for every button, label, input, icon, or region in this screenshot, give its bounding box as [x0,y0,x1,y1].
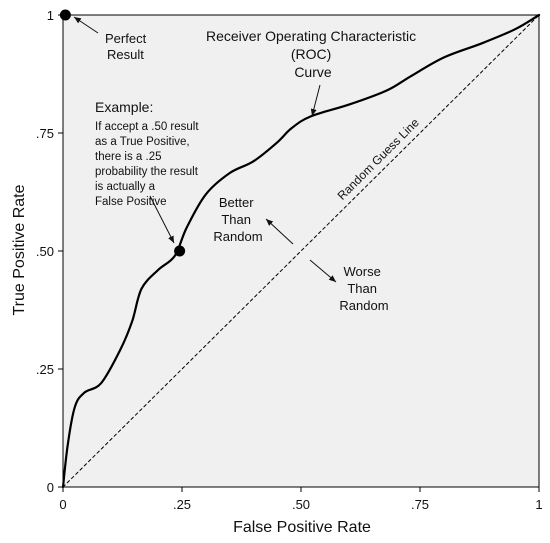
y-tick-label: .25 [36,362,54,377]
roc-line-3: Curve [294,64,332,80]
example-heading: Example: [95,99,153,115]
y-axis-ticks: 0 .25 .50 .75 1 [36,8,63,495]
better-than-random-label: Better Than Random [213,195,262,244]
example-line-1: If accept a .50 result [95,121,199,133]
y-tick-label: 1 [47,8,54,23]
roc-curve-label: Receiver Operating Characteristic (ROC) … [206,28,420,80]
x-tick-label: 0 [59,497,66,512]
perfect-result-label: Perfect Result [105,31,150,62]
x-tick-label: 1 [535,497,542,512]
perfect-arrow [73,16,99,34]
better-line-3: Random [213,229,262,244]
series-layer [61,13,541,489]
x-axis-label: False Positive Rate [233,519,371,536]
example-arrow [149,195,175,244]
y-axis-label: True Positive Rate [11,184,28,315]
x-tick-label: .50 [292,497,310,512]
x-axis-ticks: 0 .25 .50 .75 1 [59,487,543,512]
roc-line-2: (ROC) [291,46,331,62]
x-tick-label: .75 [411,497,429,512]
example-body: If accept a .50 result as a True Positiv… [95,121,202,208]
example-line-3: there is a .25 [95,151,161,163]
points-layer [59,9,186,257]
example-point [174,245,186,257]
worse-line-1: Worse [344,264,381,279]
perfect-result-point [59,9,71,21]
perfect-line-1: Perfect [105,31,147,46]
y-tick-label: .75 [36,126,54,141]
example-line-6: False Positive [95,196,167,208]
roc-arrow [310,84,321,117]
annotation-arrows [73,16,337,283]
roc-curve-line [61,13,541,489]
worse-arrow [309,259,337,283]
worse-than-random-label: Worse Than Random [339,264,388,313]
better-arrow [265,218,294,245]
roc-line-1: Receiver Operating Characteristic [206,28,416,44]
example-line-5: is actually a [95,181,156,193]
random-guess-line [62,14,540,488]
x-tick-label: .25 [173,497,191,512]
y-tick-label: 0 [47,480,54,495]
y-tick-label: .50 [36,244,54,259]
example-line-4: probability the result [95,166,199,178]
better-line-1: Better [219,195,254,210]
better-line-2: Than [221,212,251,227]
perfect-line-2: Result [107,47,144,62]
example-line-2: as a True Positive, [95,136,190,148]
worse-line-3: Random [339,298,388,313]
worse-line-2: Than [347,281,377,296]
